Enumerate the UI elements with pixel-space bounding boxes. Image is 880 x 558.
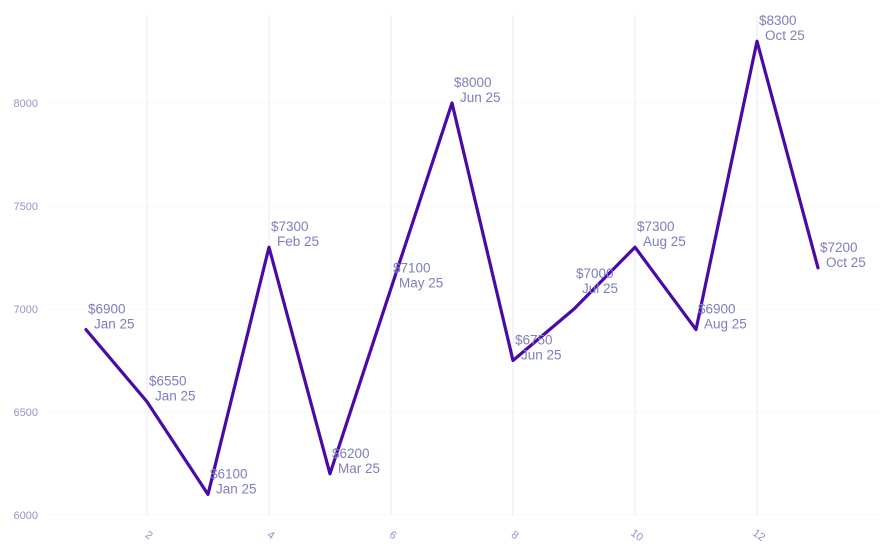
x-tick-label: 8: [509, 529, 521, 542]
point-value-label: $7000: [576, 266, 614, 281]
series-line: [84, 39, 820, 496]
point-date-label: Oct 25: [826, 255, 866, 270]
y-tick-label: 8000: [14, 98, 38, 110]
point-value-label: $8000: [454, 75, 492, 90]
point-date-label: Feb 25: [277, 234, 319, 249]
point-value-label: $6550: [149, 374, 187, 389]
point-date-label: Aug 25: [704, 317, 747, 332]
point-value-label: $8300: [759, 13, 797, 28]
point-value-label: $7300: [271, 219, 309, 234]
point-date-label: Aug 25: [643, 234, 686, 249]
point-value-label: $7300: [637, 219, 675, 234]
point-value-label: $6900: [88, 302, 126, 317]
x-tick-label: 4: [265, 529, 277, 542]
y-tick-label: 6000: [14, 510, 38, 522]
y-tick-label: 6500: [14, 407, 38, 419]
x-tick-label: 6: [387, 529, 399, 542]
x-tick-label: 2: [143, 529, 155, 542]
point-value-label: $6100: [210, 466, 248, 481]
point-date-label: May 25: [399, 275, 443, 290]
x-tick-label: 10: [628, 527, 645, 544]
point-date-label: Jan 25: [155, 389, 196, 404]
point-date-label: Mar 25: [338, 461, 380, 476]
point-date-label: Jul 25: [582, 281, 618, 296]
y-tick-label: 7500: [14, 201, 38, 213]
y-tick-label: 7000: [14, 304, 38, 316]
point-date-label: Jun 25: [460, 90, 501, 105]
point-date-label: Oct 25: [765, 28, 805, 43]
point-value-label: $7200: [820, 240, 858, 255]
point-date-label: Jan 25: [94, 317, 135, 332]
x-tick-label: 12: [750, 527, 767, 544]
point-value-label: $6900: [698, 302, 736, 317]
point-date-label: Jun 25: [521, 348, 562, 363]
point-value-label: $6750: [515, 333, 553, 348]
point-value-label: $7100: [393, 260, 431, 275]
point-date-label: Jan 25: [216, 481, 257, 496]
point-value-label: $6200: [332, 446, 370, 461]
